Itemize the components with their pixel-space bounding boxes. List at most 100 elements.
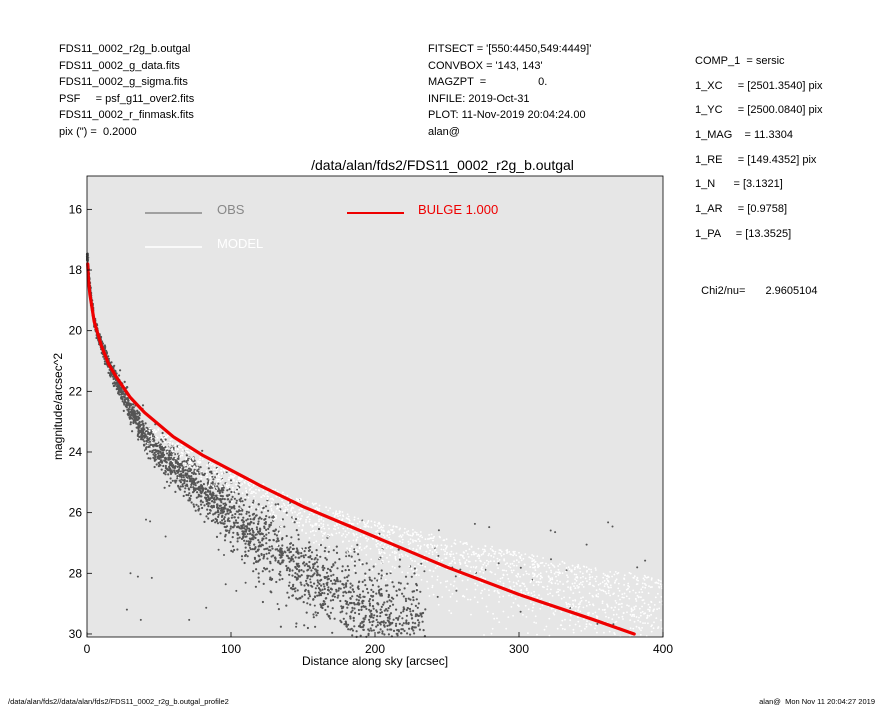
obs-point: [370, 579, 373, 582]
obs-point: [148, 440, 152, 443]
obs-point: [268, 578, 272, 581]
obs-point: [249, 520, 253, 524]
model-point: [499, 580, 501, 583]
obs-point: [407, 622, 410, 626]
model-point: [262, 489, 265, 491]
model-point: [617, 587, 620, 590]
obs-point: [178, 468, 181, 471]
model-point: [409, 557, 412, 560]
obs-point: [379, 608, 382, 611]
obs-point: [144, 422, 147, 425]
model-point: [639, 621, 642, 623]
model-point: [606, 583, 609, 586]
model-point: [498, 552, 500, 554]
model-point: [521, 582, 524, 585]
model-point: [151, 429, 154, 432]
model-point: [560, 597, 563, 600]
obs-point: [155, 463, 158, 466]
model-point: [454, 561, 456, 564]
model-point: [378, 548, 380, 551]
model-point: [448, 609, 451, 612]
model-point: [493, 590, 496, 593]
obs-point: [371, 584, 374, 587]
obs-point: [372, 565, 375, 568]
obs-point: [331, 607, 334, 610]
model-point: [391, 565, 394, 568]
model-point: [419, 545, 422, 548]
obs-point: [354, 571, 357, 575]
model-point: [210, 468, 213, 471]
model-point: [366, 540, 368, 542]
obs-point: [316, 565, 319, 568]
obs-point: [203, 520, 206, 524]
model-point: [305, 519, 307, 521]
model-point: [486, 559, 488, 562]
model-point: [575, 579, 578, 582]
model-point: [494, 550, 497, 553]
model-point: [611, 575, 613, 578]
obs-point: [379, 621, 382, 624]
model-point: [444, 544, 447, 547]
obs-point: [159, 450, 162, 453]
model-point: [578, 583, 581, 586]
obs-point: [228, 500, 231, 503]
obs-point: [147, 432, 150, 435]
model-point: [445, 548, 447, 550]
param-line: 1_N = [3.1321]: [695, 178, 783, 191]
model-point: [470, 566, 472, 569]
obs-point: [302, 601, 305, 604]
obs-point: [258, 516, 261, 519]
model-point: [297, 517, 300, 520]
model-point: [577, 616, 579, 619]
obs-point: [267, 531, 270, 534]
model-point: [472, 551, 475, 553]
model-point: [429, 549, 431, 552]
obs-point: [210, 493, 213, 496]
obs-point: [352, 619, 355, 622]
obs-point: [155, 443, 158, 446]
obs-point: [255, 514, 258, 517]
obs-point: [164, 456, 167, 459]
obs-point: [357, 599, 360, 602]
obs-point: [414, 626, 417, 629]
model-point: [481, 568, 483, 571]
model-point: [658, 601, 661, 603]
obs-point: [416, 606, 419, 609]
obs-point: [351, 595, 354, 598]
obs-point: [267, 549, 270, 552]
obs-point: [308, 541, 311, 544]
model-point: [602, 590, 605, 592]
obs-point: [243, 527, 246, 530]
model-point: [483, 588, 486, 590]
model-point: [255, 488, 257, 491]
model-point: [464, 562, 467, 565]
obs-point: [238, 505, 241, 508]
obs-point: [207, 496, 210, 499]
obs-point: [112, 377, 115, 380]
model-point: [189, 459, 192, 462]
obs-point: [316, 571, 319, 575]
obs-point: [385, 608, 388, 611]
model-point: [431, 544, 434, 547]
obs-point: [289, 559, 292, 562]
model-point: [260, 508, 263, 510]
obs-point: [231, 514, 234, 517]
obs-point: [356, 594, 359, 597]
model-point: [274, 488, 277, 491]
model-point: [580, 581, 582, 584]
model-point: [575, 573, 578, 576]
model-point: [206, 476, 209, 479]
model-point: [394, 550, 396, 553]
obs-point: [185, 454, 188, 457]
model-point: [353, 533, 355, 536]
model-point: [483, 634, 485, 636]
obs-point: [236, 531, 239, 535]
model-point: [470, 545, 473, 548]
obs-point: [405, 622, 408, 625]
obs-point: [142, 434, 145, 438]
obs-point: [323, 567, 326, 570]
model-point: [307, 515, 310, 518]
obs-point: [307, 589, 310, 593]
obs-point: [289, 542, 292, 545]
obs-point: [243, 533, 246, 536]
